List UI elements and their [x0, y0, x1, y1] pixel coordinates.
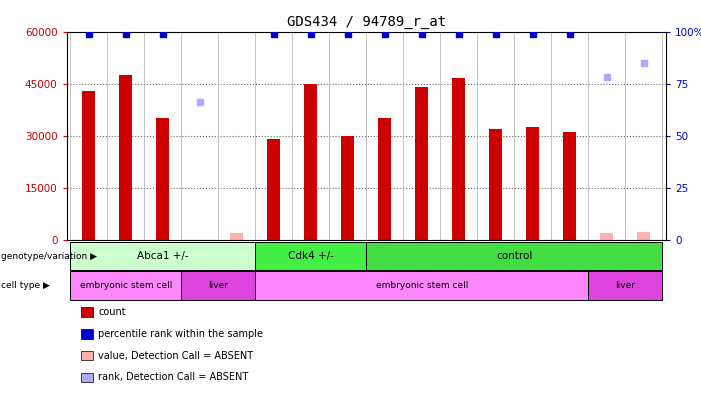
Bar	[304, 84, 318, 240]
Bar	[82, 91, 95, 240]
Bar	[489, 129, 502, 240]
Text: cell type ▶: cell type ▶	[1, 281, 50, 290]
Text: Abca1 +/-: Abca1 +/-	[137, 251, 189, 261]
Bar	[379, 118, 391, 240]
Text: rank, Detection Call = ABSENT: rank, Detection Call = ABSENT	[98, 372, 248, 383]
Text: embryonic stem cell: embryonic stem cell	[376, 281, 468, 290]
Bar	[415, 87, 428, 240]
Title: GDS434 / 94789_r_at: GDS434 / 94789_r_at	[287, 15, 446, 29]
Text: embryonic stem cell: embryonic stem cell	[80, 281, 172, 290]
Text: value, Detection Call = ABSENT: value, Detection Call = ABSENT	[98, 350, 253, 361]
Text: count: count	[98, 307, 125, 317]
Text: percentile rank within the sample: percentile rank within the sample	[98, 329, 263, 339]
Bar	[267, 139, 280, 240]
Text: genotype/variation ▶: genotype/variation ▶	[1, 251, 97, 261]
Text: Cdk4 +/-: Cdk4 +/-	[288, 251, 334, 261]
Bar	[637, 232, 651, 240]
Bar	[564, 132, 576, 240]
Text: liver: liver	[615, 281, 635, 290]
Text: liver: liver	[208, 281, 229, 290]
Bar	[600, 233, 613, 240]
Bar	[452, 78, 465, 240]
Bar	[119, 75, 132, 240]
Bar	[156, 118, 169, 240]
Bar	[526, 127, 539, 240]
Bar	[341, 135, 354, 240]
Bar	[231, 233, 243, 240]
Text: control: control	[496, 251, 533, 261]
